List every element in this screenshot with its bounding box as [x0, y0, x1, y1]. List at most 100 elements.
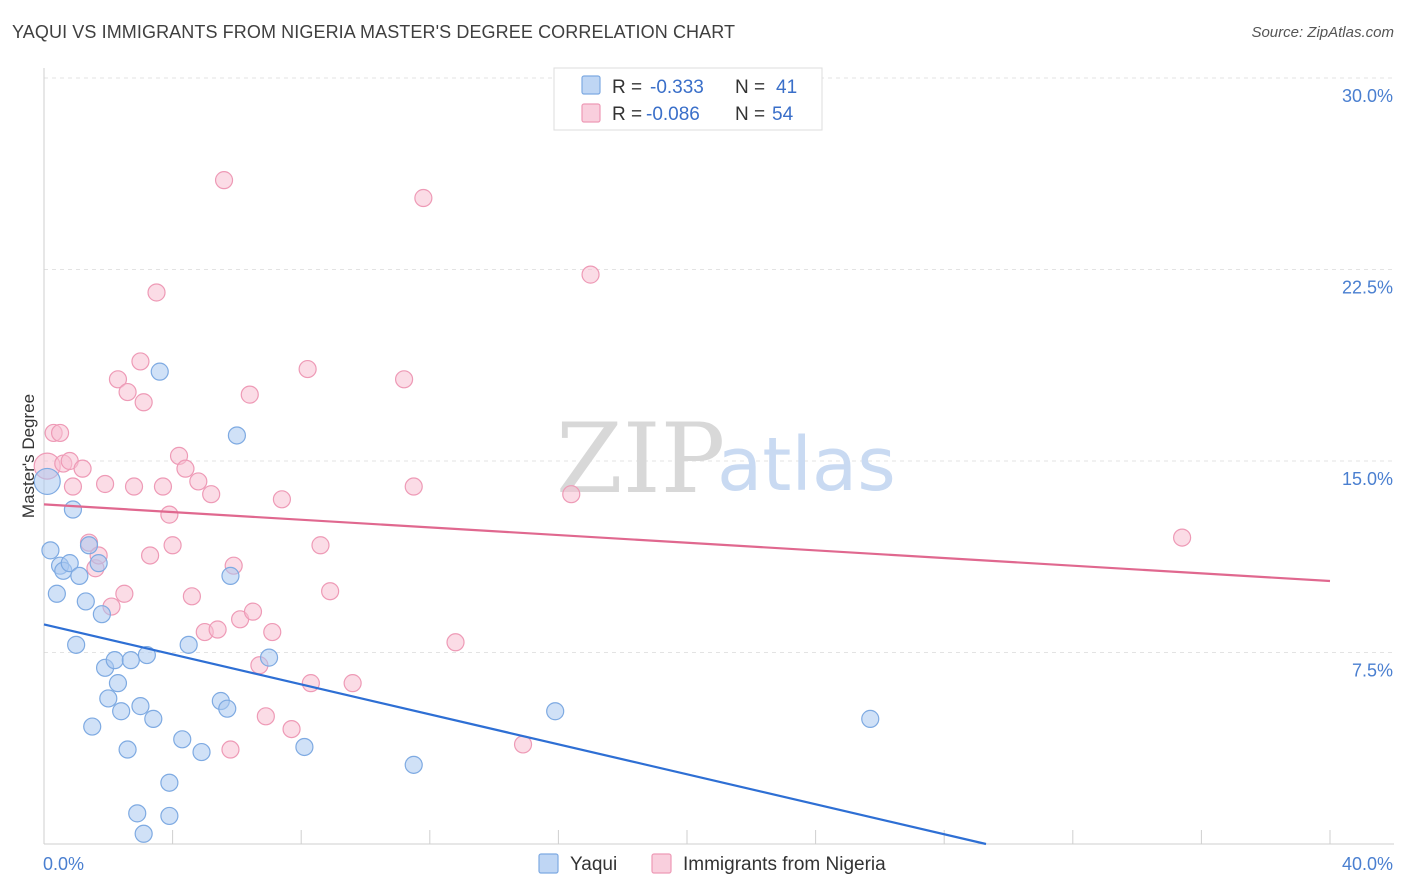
- point-nigeria-31: [221, 740, 240, 759]
- legend-r-label-nigeria: R =: [612, 104, 642, 125]
- point-yaqui-35: [227, 426, 246, 445]
- point-yaqui-0: [33, 467, 61, 496]
- point-yaqui-34: [221, 566, 240, 586]
- point-nigeria-48: [414, 188, 433, 208]
- point-yaqui-39: [546, 702, 565, 721]
- point-yaqui-31: [192, 742, 211, 762]
- point-yaqui-7: [67, 635, 86, 654]
- point-nigeria-17: [134, 393, 153, 412]
- point-nigeria-22: [163, 536, 182, 555]
- point-nigeria-53: [1173, 528, 1192, 547]
- point-yaqui-6: [63, 500, 83, 519]
- point-yaqui-18: [112, 702, 131, 721]
- legend-bottom-swatch-nigeria: [651, 853, 672, 874]
- watermark-atlas-text: atlas: [717, 422, 896, 508]
- point-yaqui-23: [134, 824, 153, 843]
- point-nigeria-41: [298, 359, 317, 379]
- y-tick-label-0: 7.5%: [1352, 661, 1393, 681]
- point-nigeria-46: [394, 370, 414, 389]
- watermark-zip-text: ZIP: [556, 403, 725, 515]
- legend-n-label-yaqui: N =: [735, 77, 765, 98]
- point-yaqui-9: [76, 592, 95, 611]
- point-yaqui-21: [128, 804, 147, 823]
- point-yaqui-22: [131, 697, 150, 716]
- trend-lines: [43, 503, 1331, 846]
- x-tick-label-min: 0.0%: [43, 854, 84, 874]
- point-nigeria-20: [153, 477, 173, 496]
- legend-swatch-nigeria: [581, 103, 601, 123]
- point-yaqui-10: [79, 536, 99, 555]
- legend-correlation: R = -0.333 N = 41 R = -0.086 N = 54: [553, 67, 823, 131]
- point-nigeria-24: [176, 459, 195, 478]
- point-nigeria-16: [131, 352, 150, 371]
- point-yaqui-26: [150, 362, 169, 381]
- point-nigeria-43: [311, 536, 330, 555]
- point-nigeria-19: [147, 283, 166, 302]
- point-yaqui-38: [404, 755, 423, 774]
- legend-r-value-nigeria: -0.086: [646, 104, 700, 125]
- point-nigeria-25: [182, 587, 201, 606]
- point-nigeria-34: [240, 385, 259, 404]
- grid-lines: [44, 77, 1394, 653]
- legend-r-label-yaqui: R =: [612, 77, 642, 98]
- point-nigeria-35: [243, 602, 263, 621]
- legend-swatch-yaqui: [581, 75, 601, 95]
- tick-labels: 7.5% 15.0% 22.5% 30.0% 0.0% 40.0%: [43, 86, 1393, 874]
- point-nigeria-37: [256, 707, 275, 726]
- point-yaqui-1: [41, 541, 60, 560]
- point-yaqui-2: [47, 584, 66, 603]
- legend-bottom-label-nigeria: Immigrants from Nigeria: [683, 854, 886, 875]
- point-nigeria-49: [446, 633, 465, 652]
- source-credit: Source: ZipAtlas.com: [1251, 24, 1394, 41]
- point-nigeria-6: [73, 459, 92, 478]
- series-yaqui-points: [33, 362, 880, 843]
- point-yaqui-27: [160, 806, 179, 826]
- legend-r-value-yaqui: -0.333: [650, 77, 704, 98]
- point-nigeria-52: [581, 265, 600, 284]
- x-tick-label-max: 40.0%: [1342, 854, 1393, 874]
- point-nigeria-13: [115, 584, 134, 603]
- y-axis-title: Master's Degree: [19, 394, 38, 518]
- y-tick-label-1: 15.0%: [1342, 469, 1393, 489]
- point-yaqui-25: [144, 709, 163, 728]
- point-yaqui-12: [89, 554, 108, 573]
- point-nigeria-44: [321, 582, 340, 601]
- point-yaqui-16: [105, 651, 124, 670]
- point-nigeria-47: [404, 477, 423, 496]
- watermark: ZIP atlas: [556, 403, 896, 515]
- point-yaqui-5: [60, 554, 79, 573]
- point-nigeria-28: [202, 485, 221, 504]
- point-nigeria-29: [208, 620, 227, 639]
- point-yaqui-33: [218, 699, 237, 718]
- point-nigeria-30: [214, 171, 234, 190]
- point-nigeria-5: [63, 477, 83, 496]
- point-nigeria-40: [282, 719, 301, 739]
- y-tick-label-2: 22.5%: [1342, 278, 1393, 298]
- point-nigeria-51: [562, 485, 581, 504]
- point-nigeria-18: [140, 546, 160, 565]
- point-nigeria-26: [189, 472, 208, 491]
- legend-series: Yaqui Immigrants from Nigeria: [538, 853, 886, 875]
- legend-bottom-swatch-yaqui: [538, 853, 559, 874]
- point-yaqui-37: [295, 737, 314, 757]
- point-yaqui-24: [137, 645, 156, 665]
- point-nigeria-12: [108, 370, 128, 389]
- point-yaqui-19: [118, 740, 137, 759]
- legend-n-label-nigeria: N =: [735, 104, 765, 125]
- point-yaqui-13: [92, 605, 111, 624]
- point-yaqui-30: [179, 635, 198, 654]
- legend-bottom-label-yaqui: Yaqui: [570, 854, 617, 875]
- chart-title: YAQUI VS IMMIGRANTS FROM NIGERIA MASTER'…: [12, 22, 736, 42]
- y-tick-label-3: 30.0%: [1342, 86, 1393, 106]
- point-yaqui-29: [173, 730, 192, 749]
- point-yaqui-17: [108, 674, 128, 693]
- point-nigeria-45: [343, 674, 362, 693]
- point-nigeria-14: [118, 382, 137, 402]
- point-nigeria-39: [272, 490, 292, 509]
- trend-line-nigeria: [43, 503, 1331, 583]
- point-nigeria-15: [124, 477, 144, 496]
- point-yaqui-8: [70, 566, 89, 586]
- point-yaqui-20: [121, 651, 140, 670]
- series-nigeria-points: [33, 171, 1192, 759]
